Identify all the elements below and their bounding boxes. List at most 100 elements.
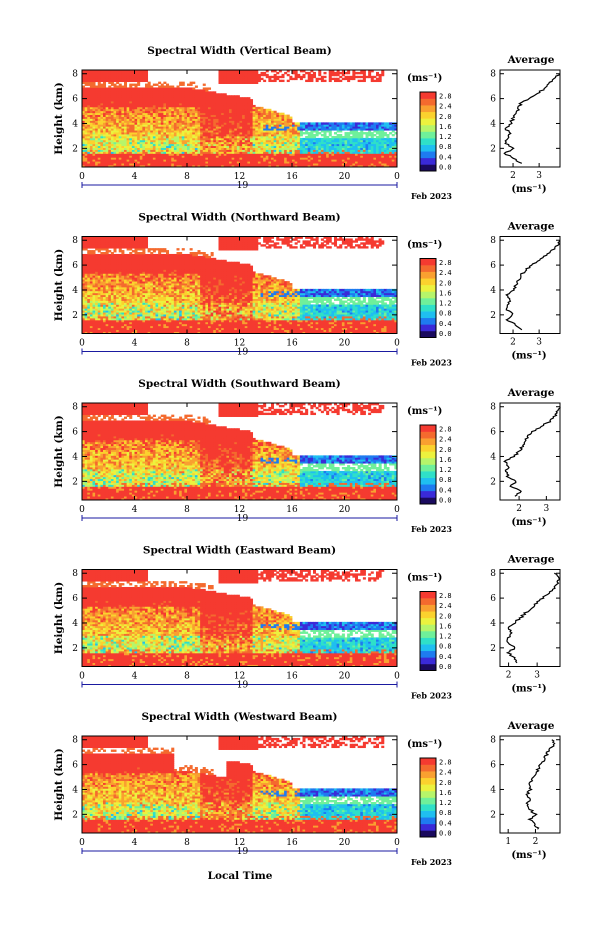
heatmap-cell <box>95 254 98 256</box>
heatmap-cell <box>114 84 117 86</box>
heatmap-cell <box>132 87 135 89</box>
panel-title: Spectral Width (Northward Beam) <box>138 212 340 224</box>
heatmap-cell <box>337 122 340 124</box>
heatmap-cell <box>219 93 222 95</box>
heatmap-cell <box>360 80 363 82</box>
profile-line <box>504 74 560 164</box>
heatmap-cell <box>345 122 348 124</box>
heatmap-cell <box>161 84 164 86</box>
heatmap-cell <box>303 138 306 140</box>
colorbar-swatch <box>420 105 436 112</box>
heatmap-cell <box>287 115 290 117</box>
heatmap-cell <box>368 122 371 124</box>
heatmap-cell <box>145 84 148 86</box>
heatmap-cell <box>376 78 379 80</box>
heatmap-cell <box>347 76 350 78</box>
heatmap-cell <box>200 89 203 91</box>
heatmap-cell <box>310 74 313 76</box>
heatmap-cell <box>263 80 266 82</box>
heatmap-cell <box>261 78 264 80</box>
heatmap-cell <box>371 122 374 124</box>
heatmap-cell <box>366 122 369 124</box>
heatmap-cell <box>245 97 248 99</box>
heatmap-cell <box>339 76 342 78</box>
heatmap-cell <box>108 86 111 88</box>
heatmap-cell <box>321 138 324 140</box>
y-tick-label: 2 <box>72 144 78 154</box>
heatmap-cell <box>274 74 277 76</box>
heatmap-cell <box>171 86 174 88</box>
heatmap-cell <box>150 86 153 88</box>
heatmap-cell <box>195 86 198 88</box>
heatmap-cell <box>373 76 376 78</box>
heatmap-cell <box>313 122 316 124</box>
heatmap-cell <box>221 93 224 95</box>
heatmap-cell <box>261 72 264 74</box>
heatmap-cell <box>318 122 321 124</box>
heatmap-cell <box>373 138 376 140</box>
heatmap-cell <box>229 95 232 97</box>
heatmap-cell <box>324 72 327 74</box>
heatmap-cell <box>287 80 290 82</box>
heatmap-cell <box>342 136 345 138</box>
heatmap-cell <box>379 122 382 124</box>
heatmap-cell <box>363 122 366 124</box>
heatmap-cell <box>318 138 321 140</box>
heatmap-cell <box>279 80 282 82</box>
heatmap-cell <box>303 74 306 76</box>
heatmap-cell <box>376 72 379 74</box>
heatmap-cell <box>326 122 329 124</box>
heatmap-cell <box>339 72 342 74</box>
heatmap-cell <box>266 109 269 111</box>
heatmap-cell <box>339 80 342 82</box>
heatmap-cell <box>389 122 392 124</box>
heatmap-cell <box>179 82 182 84</box>
heatmap-cell <box>276 76 279 78</box>
heatmap-cell <box>295 122 298 124</box>
heatmap-cell <box>334 72 337 74</box>
colorbar-swatch <box>420 132 436 139</box>
heatmap-cell <box>345 132 348 134</box>
spectral-width-figure: Spectral Width (Vertical Beam)2468Height… <box>0 0 610 929</box>
colorbar-tick-label: 2.0 <box>439 113 452 121</box>
heatmap-cell <box>329 122 332 124</box>
heatmap-cell <box>313 72 316 74</box>
heatmap-cell <box>271 76 274 78</box>
heatmap-cell <box>213 91 216 93</box>
colorbar-tick-label: 2.8 <box>439 93 452 101</box>
heatmap-cell <box>226 95 229 97</box>
heatmap-cell <box>208 87 211 89</box>
colorbar-tick-label: 0.0 <box>439 164 452 172</box>
heatmap-cell <box>140 87 143 89</box>
heatmap-cell <box>247 97 250 99</box>
heatmap-cell <box>284 72 287 74</box>
heatmap-cell <box>208 91 211 93</box>
heatmap-cell <box>355 76 358 78</box>
y-tick-label: 8 <box>72 70 78 80</box>
heatmap-cell <box>297 74 300 76</box>
heatmap-cell <box>318 132 321 134</box>
heatmap-cell <box>366 76 369 78</box>
heatmap-cell <box>358 76 361 78</box>
heatmap-cell <box>263 109 266 111</box>
heatmap-cell <box>376 122 379 124</box>
heatmap-cell <box>300 138 303 140</box>
x-tick-label: 4 <box>132 172 138 182</box>
heatmap-cell <box>240 97 243 99</box>
heatmap-cell <box>316 138 319 140</box>
heatmap-cell <box>268 76 271 78</box>
colorbar-swatch <box>420 138 436 145</box>
heatmap-cell <box>384 122 387 124</box>
heatmap-cell <box>237 95 240 97</box>
heatmap-cell <box>305 72 308 74</box>
heatmap-cell <box>358 122 361 124</box>
heatmap-cell <box>177 86 180 88</box>
heatmap-cell <box>313 134 316 136</box>
profile-y-tick-label: 4 <box>490 119 496 129</box>
heatmap-cell <box>268 109 271 111</box>
heatmap-cell <box>187 87 190 89</box>
heatmap-cell <box>184 87 187 89</box>
heatmap-cell <box>379 74 382 76</box>
heatmap-cell <box>98 254 101 256</box>
heatmap-cell <box>292 78 295 80</box>
